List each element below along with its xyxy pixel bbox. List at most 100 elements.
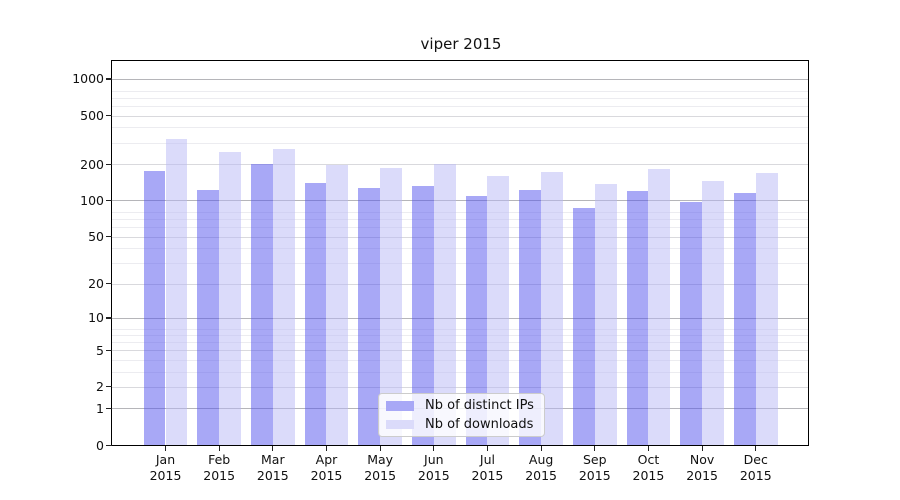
x-tick-mark [379,446,381,451]
y-tick-mark [106,115,112,117]
y-gridline-minor [112,105,809,107]
y-tick-label: 200 [80,156,104,172]
y-tick-label: 1 [96,400,104,416]
y-gridline [112,115,809,117]
bar-downloads-may [380,168,402,446]
x-tick-year: 2015 [364,468,397,483]
y-gridline-minor [112,328,809,330]
x-tick-mark [647,446,650,451]
bar-distinct-ips-may [358,187,381,446]
x-tick-label: Sep 2015 [565,452,625,484]
bar-distinct-ips-feb [197,189,220,446]
x-tick-mark [164,446,167,451]
x-tick-year: 2015 [203,468,236,483]
x-tick-month: Oct [637,452,660,467]
bar-distinct-ips-aug [519,190,542,446]
y-gridline [112,386,809,388]
bar-downloads-feb [219,151,241,446]
bar-downloads-apr [326,164,349,446]
x-tick-label: Jan 2015 [136,452,196,484]
y-gridline [112,78,809,80]
x-tick-month: Dec [743,452,768,467]
y-gridline [112,317,809,319]
legend-label-downloads: Nb of downloads [425,416,534,432]
legend-label-distinct-ips: Nb of distinct IPs [425,398,534,414]
x-tick-month: Mar [261,452,285,467]
y-tick-mark [106,317,112,319]
x-tick-month: Feb [208,452,231,467]
x-tick-mark [218,446,220,451]
x-tick-year: 2015 [417,468,450,483]
x-tick-mark [433,446,435,451]
y-tick-mark [106,386,112,388]
x-tick-mark [594,446,596,451]
x-tick-year: 2015 [578,468,611,483]
y-tick-mark [106,78,112,80]
x-tick-mark [486,446,489,451]
x-tick-label: Aug 2015 [511,452,571,484]
bar-downloads-dec [755,173,778,446]
x-tick-month: Sep [582,452,607,467]
y-tick-label: 500 [80,108,104,124]
x-tick-year: 2015 [686,468,718,483]
x-tick-month: May [367,452,394,467]
legend-swatch-downloads [386,419,414,429]
y-gridline [112,236,809,238]
y-tick-mark [106,444,112,446]
bar-distinct-ips-sep [572,207,595,446]
y-tick-label: 5 [96,342,104,358]
x-tick-label: Jun 2015 [404,452,464,484]
bar-distinct-ips-nov [680,202,703,446]
bar-distinct-ips-mar [251,164,273,446]
x-tick-month: Apr [315,452,338,467]
y-tick-label: 1000 [72,71,104,87]
legend-item-distinct-ips: Nb of distinct IPs [386,398,536,414]
bar-distinct-ips-apr [304,183,327,446]
y-tick-mark [106,407,112,409]
y-gridline-minor [112,248,809,250]
x-tick-label: Feb 2015 [189,452,249,484]
y-tick-label: 2 [96,379,104,395]
y-tick-label: 20 [88,276,104,292]
x-tick-year: 2015 [149,468,182,483]
x-tick-month: Jun [424,452,444,467]
y-gridline-minor [112,359,809,361]
bar-downloads-jun [433,164,456,446]
x-tick-label: Apr 2015 [296,452,356,484]
y-gridline-minor [112,127,809,129]
y-gridline-minor [112,90,809,92]
bar-distinct-ips-jan [143,171,166,446]
y-tick-label: 100 [80,192,104,208]
bar-distinct-ips-dec [733,192,756,446]
y-gridline [112,200,809,202]
y-gridline [112,350,809,352]
bar-distinct-ips-jul [465,195,488,446]
x-tick-month: Aug [528,452,554,467]
bar-downloads-nov [702,180,724,446]
y-gridline [112,283,809,285]
legend-item-downloads: Nb of downloads [386,417,536,433]
x-tick-mark [701,446,703,451]
x-tick-label: Jul 2015 [457,452,517,484]
x-tick-mark [540,446,542,451]
bar-downloads-mar [272,149,295,446]
x-tick-year: 2015 [739,468,772,483]
y-gridline-minor [112,142,809,144]
y-gridline-minor [112,219,809,221]
x-tick-year: 2015 [471,468,504,483]
chart-title: viper 2015 [420,35,502,53]
legend-swatch-distinct-ips [386,401,414,411]
bar-distinct-ips-oct [626,191,649,446]
x-tick-label: Dec 2015 [726,452,786,484]
y-tick-label: 0 [96,437,104,453]
y-gridline-minor [112,341,809,343]
x-tick-mark [272,446,274,451]
y-tick-mark [106,236,112,238]
x-tick-label: May 2015 [350,452,410,484]
bar-downloads-aug [541,171,563,446]
x-tick-label: Mar 2015 [243,452,303,484]
bar-downloads-sep [594,184,617,446]
